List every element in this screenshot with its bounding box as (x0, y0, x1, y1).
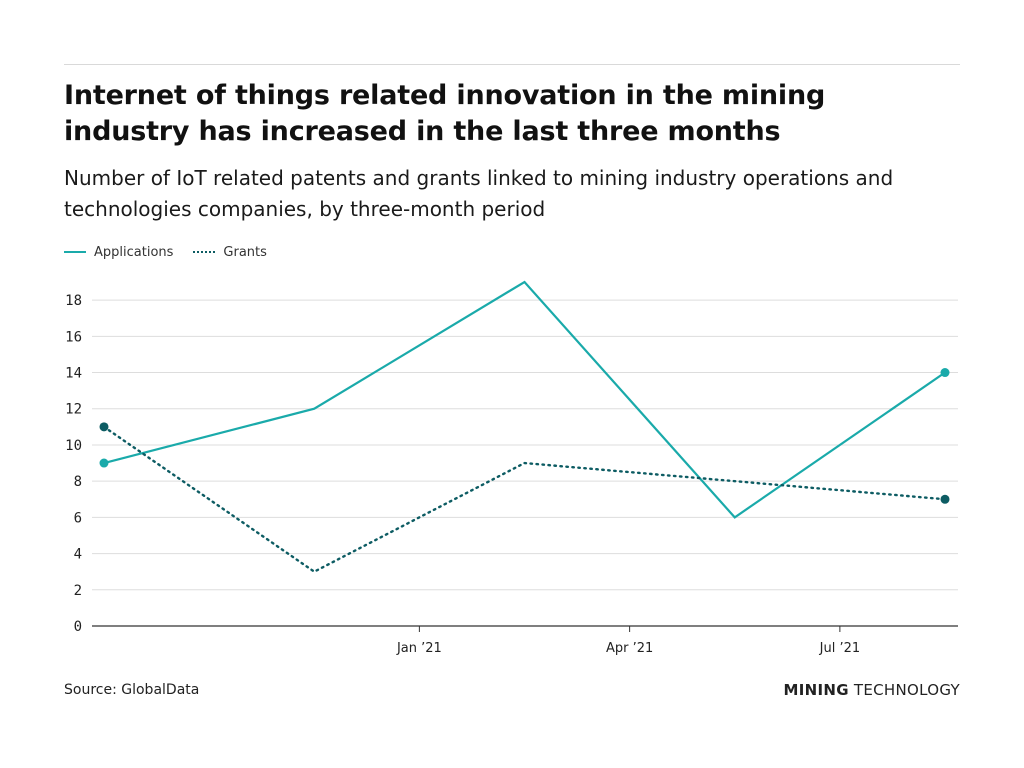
y-tick-label-14: 14 (65, 366, 82, 382)
series-line-applications (102, 280, 947, 519)
chart-subtitle: Number of IoT related patents and grants… (64, 166, 894, 221)
data-point-grants-0 (99, 422, 109, 432)
y-tick-label-0: 0 (74, 619, 82, 635)
legend-item-grants: Grants (193, 245, 267, 260)
x-tick-label-1: Apr ’21 (606, 641, 653, 656)
y-tick-label-6: 6 (74, 510, 82, 526)
legend-label-grants: Grants (223, 244, 267, 260)
brand-word-technology: TECHNOLOGY (853, 681, 960, 699)
y-tick-label-4: 4 (74, 547, 82, 563)
series-line-grants (102, 425, 947, 574)
legend: Applications Grants (64, 242, 287, 262)
x-tick-label-0: Jan ’21 (396, 641, 442, 656)
axis-layer (92, 625, 958, 632)
y-tick-label-10: 10 (65, 438, 82, 454)
chart-title: Internet of things related innovation in… (64, 80, 826, 147)
legend-item-applications: Applications (64, 245, 173, 260)
y-tick-label-8: 8 (74, 474, 82, 490)
legend-swatch-grants (193, 251, 216, 253)
data-point-applications-4 (940, 368, 950, 378)
top-rule (64, 64, 960, 65)
brand-logo: MINING TECHNOLOGY (784, 681, 960, 699)
data-point-grants-4 (940, 494, 950, 504)
data-point-applications-0 (99, 458, 109, 468)
grid-layer (92, 299, 958, 591)
legend-swatch-applications (64, 251, 86, 253)
x-tick-label-2: Jul ’21 (819, 641, 861, 656)
y-tick-label-12: 12 (65, 402, 82, 418)
legend-label-applications: Applications (94, 244, 174, 260)
series-layer (99, 280, 950, 574)
y-tick-label-16: 16 (65, 329, 82, 345)
y-tick-label-2: 2 (74, 583, 82, 599)
source-note: Source: GlobalData (64, 682, 200, 698)
y-tick-label-18: 18 (65, 293, 82, 309)
brand-word-mining: MINING (783, 681, 849, 699)
